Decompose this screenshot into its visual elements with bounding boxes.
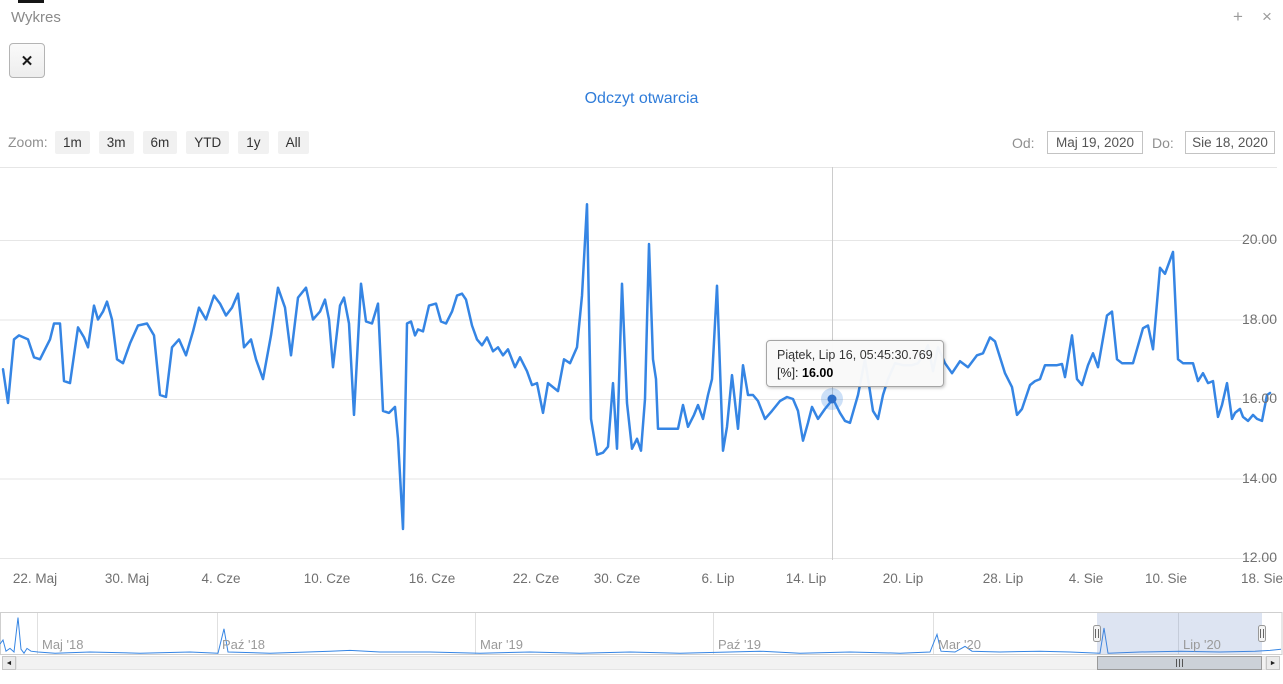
x-axis-label: 18. Sie [1240, 571, 1283, 586]
x-axis-label: 10. Sie [1144, 571, 1188, 586]
zoom-button-ytd[interactable]: YTD [186, 131, 230, 154]
x-axis-label: 10. Cze [303, 571, 351, 586]
window-edge-artifact [18, 0, 44, 3]
x-axis-label: 28. Lip [982, 571, 1024, 586]
navigator-outline [0, 612, 1283, 655]
window-title: Wykres [11, 9, 61, 26]
x-axis-label: 4. Cze [201, 571, 241, 586]
navigator-label: Paź '19 [718, 637, 761, 652]
range-from-input[interactable] [1047, 131, 1143, 154]
zoom-button-1m[interactable]: 1m [55, 131, 90, 154]
close-icon: ✕ [20, 52, 34, 70]
chart-toolbar: Zoom: 1m 3m 6m YTD 1y All Od: Do: [0, 131, 1283, 155]
window-close-icon[interactable]: × [1262, 7, 1272, 26]
tooltip-value-row: [%]: 16.00 [777, 366, 933, 380]
navigator-label: Mar '20 [938, 637, 981, 652]
x-axis-label: 14. Lip [785, 571, 827, 586]
hover-marker-halo [821, 388, 843, 410]
zoom-button-3m[interactable]: 3m [98, 131, 134, 154]
x-axis-label: 16. Cze [408, 571, 456, 586]
zoom-button-all[interactable]: All [277, 131, 309, 154]
scrollbar-thumb[interactable] [1097, 656, 1262, 670]
y-axis-label: 12.00 [1241, 549, 1277, 565]
range-from-label: Od: [1012, 135, 1035, 151]
tooltip-series-label: [%]: [777, 366, 799, 380]
tooltip: Piątek, Lip 16, 05:45:30.769 [%]: 16.00 [766, 340, 944, 387]
scrollbar: ◄ ► [0, 656, 1283, 670]
x-axis-label: 6. Lip [701, 571, 735, 586]
navigator-mask[interactable] [1097, 613, 1262, 654]
tooltip-date: Piątek, Lip 16, 05:45:30.769 [777, 348, 933, 362]
close-chart-button[interactable]: ✕ [9, 43, 45, 78]
navigator-series-line [0, 617, 1282, 655]
x-axis-label: 30. Maj [104, 571, 150, 586]
zoom-button-6m[interactable]: 6m [142, 131, 178, 154]
navigator-handle-left[interactable] [1093, 625, 1101, 642]
navigator-label: Paź '18 [222, 637, 265, 652]
scrollbar-track[interactable] [16, 656, 1266, 670]
x-axis-label: 22. Maj [12, 571, 58, 586]
zoom-button-1y[interactable]: 1y [238, 131, 269, 154]
y-axis-label: 14.00 [1241, 469, 1277, 486]
y-axis-label: 16.00 [1241, 390, 1277, 406]
scrollbar-left-arrow[interactable]: ◄ [2, 656, 16, 670]
series-line [1, 202, 1272, 531]
navigator-label: Lip '20 [1183, 637, 1221, 652]
zoom-label: Zoom: [8, 134, 48, 150]
range-to-label: Do: [1152, 135, 1174, 151]
x-axis-label: 20. Lip [882, 571, 924, 586]
x-axis-label: 22. Cze [512, 571, 560, 586]
scrollbar-right-arrow[interactable]: ► [1266, 656, 1280, 670]
x-axis-label: 30. Cze [593, 571, 641, 586]
navigator-handle-right[interactable] [1258, 625, 1266, 642]
navigator-label: Mar '19 [480, 637, 523, 652]
zoom-button-group: 1m 3m 6m YTD 1y All [55, 131, 309, 154]
maximize-icon[interactable]: + [1233, 7, 1243, 26]
x-axis-label: 4. Sie [1068, 571, 1104, 586]
tooltip-value: 16.00 [802, 366, 834, 380]
navigator-label: Maj '18 [42, 637, 84, 652]
range-to-input[interactable] [1185, 131, 1275, 154]
y-axis-label: 18.00 [1241, 310, 1277, 327]
chart-title: Odczyt otwarcia [584, 90, 699, 107]
hover-marker [827, 394, 837, 404]
y-axis-label: 20.00 [1241, 231, 1277, 247]
